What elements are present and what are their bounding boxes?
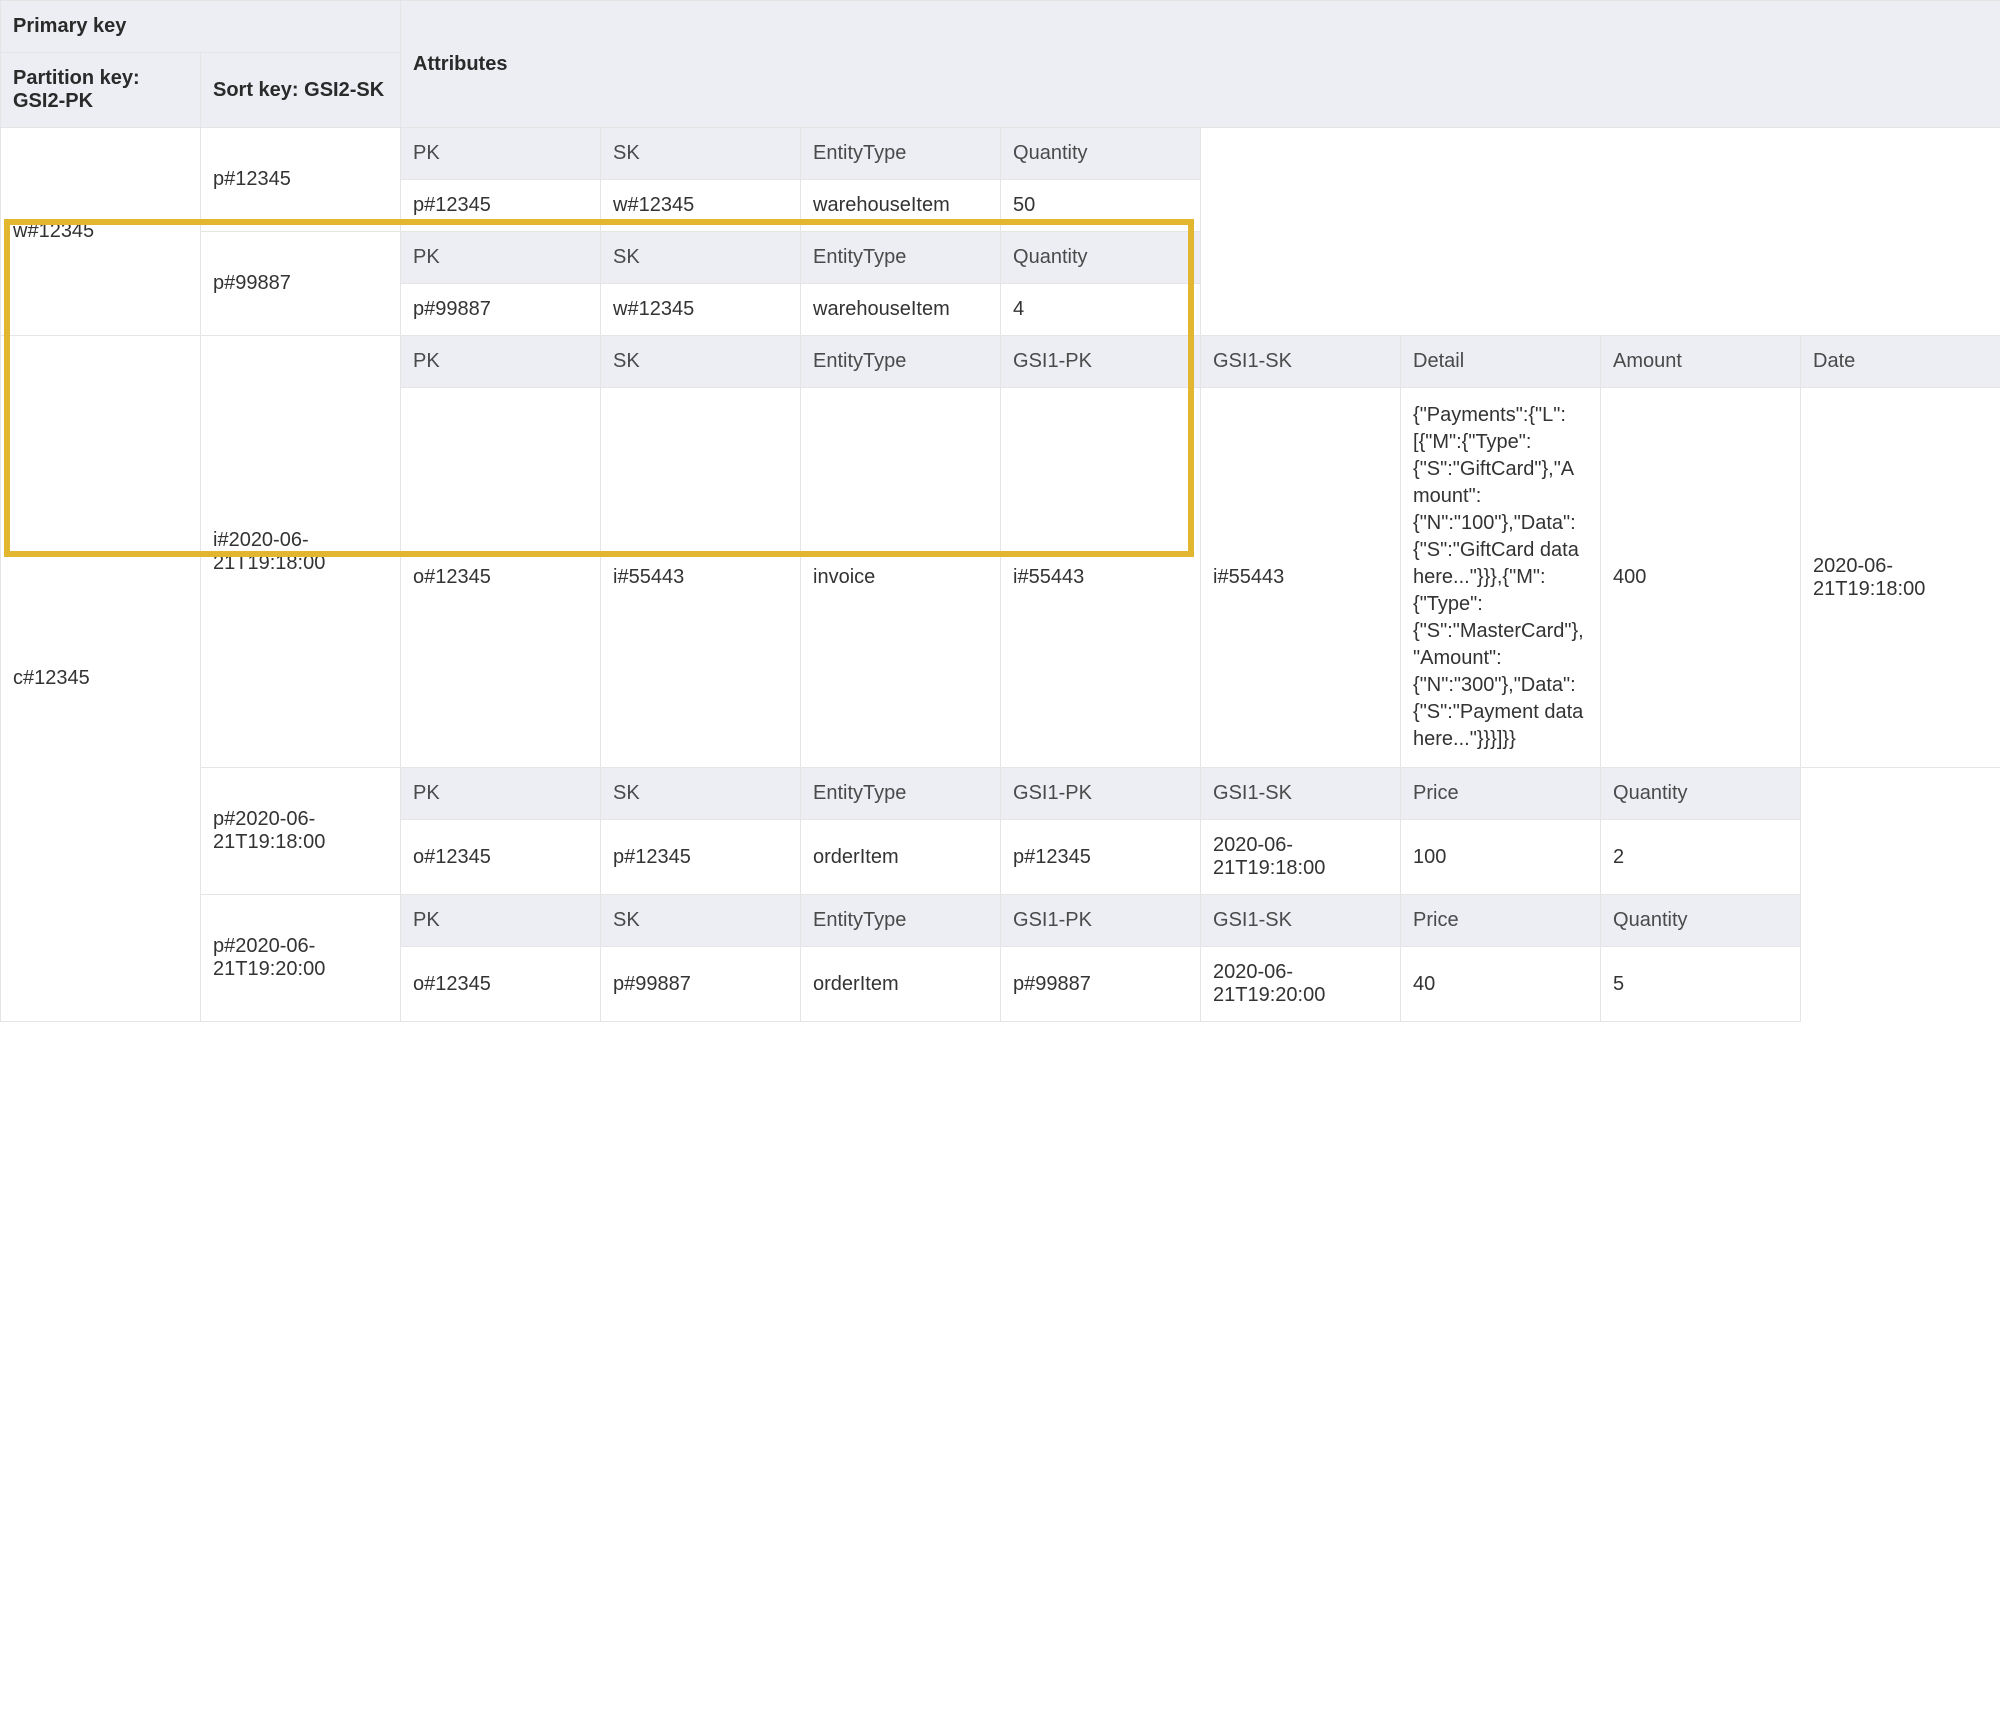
- value-cell: 2: [1601, 820, 1801, 895]
- sort-cell: p#12345: [201, 128, 401, 232]
- value-cell: 2020-06-21T19:20:00: [1201, 947, 1401, 1022]
- col-header: GSI1-SK: [1201, 336, 1401, 388]
- value-cell: p#99887: [601, 947, 801, 1022]
- col-header: Amount: [1601, 336, 1801, 388]
- empty-cell: [1201, 128, 2000, 336]
- value-cell: 40: [1401, 947, 1601, 1022]
- value-cell: i#55443: [1001, 388, 1201, 768]
- col-header: Quantity: [1001, 232, 1201, 284]
- value-cell: 50: [1001, 180, 1201, 232]
- sort-cell: i#2020-06-21T19:18:00: [201, 336, 401, 768]
- value-cell: w#12345: [601, 284, 801, 336]
- value-cell: invoice: [801, 388, 1001, 768]
- header-primary-key: Primary key: [1, 1, 401, 53]
- table-row: p#2020-06-21T19:18:00 PK SK EntityType G…: [1, 768, 2000, 820]
- value-cell: 2020-06-21T19:18:00: [1801, 388, 2000, 768]
- partition-cell: w#12345: [1, 128, 201, 336]
- col-header: GSI1-PK: [1001, 895, 1201, 947]
- col-header: EntityType: [801, 336, 1001, 388]
- col-header: SK: [601, 232, 801, 284]
- value-cell: p#12345: [1001, 820, 1201, 895]
- col-header: Detail: [1401, 336, 1601, 388]
- col-header: PK: [401, 128, 601, 180]
- col-header: GSI1-SK: [1201, 768, 1401, 820]
- col-header: Date: [1801, 336, 2000, 388]
- col-header: PK: [401, 336, 601, 388]
- table-row: p#2020-06-21T19:20:00 PK SK EntityType G…: [1, 895, 2000, 947]
- col-header: Quantity: [1601, 768, 1801, 820]
- table-row: w#12345 p#12345 PK SK EntityType Quantit…: [1, 128, 2000, 180]
- value-cell: 2020-06-21T19:18:00: [1201, 820, 1401, 895]
- partition-cell: c#12345: [1, 336, 201, 1022]
- value-cell: i#55443: [601, 388, 801, 768]
- header-row-1: Primary key Attributes: [1, 1, 2000, 53]
- col-header: SK: [601, 336, 801, 388]
- col-header: EntityType: [801, 128, 1001, 180]
- col-header: SK: [601, 895, 801, 947]
- value-cell: i#55443: [1201, 388, 1401, 768]
- table-row: c#12345 i#2020-06-21T19:18:00 PK SK Enti…: [1, 336, 2000, 388]
- value-cell: p#99887: [401, 284, 601, 336]
- col-header: GSI1-SK: [1201, 895, 1401, 947]
- value-cell: o#12345: [401, 820, 601, 895]
- value-cell: 100: [1401, 820, 1601, 895]
- sort-cell: p#99887: [201, 232, 401, 336]
- col-header: PK: [401, 895, 601, 947]
- value-cell: orderItem: [801, 820, 1001, 895]
- col-header: PK: [401, 232, 601, 284]
- col-header: EntityType: [801, 895, 1001, 947]
- header-partition-key: Partition key: GSI2-PK: [1, 53, 201, 128]
- col-header: GSI1-PK: [1001, 768, 1201, 820]
- col-header: SK: [601, 128, 801, 180]
- col-header: Price: [1401, 895, 1601, 947]
- value-cell: orderItem: [801, 947, 1001, 1022]
- col-header: SK: [601, 768, 801, 820]
- value-cell-detail: {"Payments":{"L":[{"M":{"Type":{"S":"Gif…: [1401, 388, 1601, 768]
- col-header: Quantity: [1001, 128, 1201, 180]
- value-cell: warehouseItem: [801, 284, 1001, 336]
- value-cell: 4: [1001, 284, 1201, 336]
- header-attributes: Attributes: [401, 1, 2000, 128]
- dynamodb-table: Primary key Attributes Partition key: GS…: [0, 0, 2000, 1022]
- sort-cell: p#2020-06-21T19:20:00: [201, 895, 401, 1022]
- col-header: Price: [1401, 768, 1601, 820]
- value-cell: p#12345: [601, 820, 801, 895]
- sort-cell: p#2020-06-21T19:18:00: [201, 768, 401, 895]
- value-cell: p#99887: [1001, 947, 1201, 1022]
- value-cell: p#12345: [401, 180, 601, 232]
- col-header: PK: [401, 768, 601, 820]
- col-header: EntityType: [801, 232, 1001, 284]
- col-header: EntityType: [801, 768, 1001, 820]
- header-sort-key: Sort key: GSI2-SK: [201, 53, 401, 128]
- col-header: GSI1-PK: [1001, 336, 1201, 388]
- table-wrapper: Primary key Attributes Partition key: GS…: [0, 0, 2000, 1022]
- value-cell: o#12345: [401, 947, 601, 1022]
- value-cell: o#12345: [401, 388, 601, 768]
- value-cell: w#12345: [601, 180, 801, 232]
- empty-cell: [1801, 768, 2000, 1022]
- col-header: Quantity: [1601, 895, 1801, 947]
- value-cell: 5: [1601, 947, 1801, 1022]
- value-cell: 400: [1601, 388, 1801, 768]
- value-cell: warehouseItem: [801, 180, 1001, 232]
